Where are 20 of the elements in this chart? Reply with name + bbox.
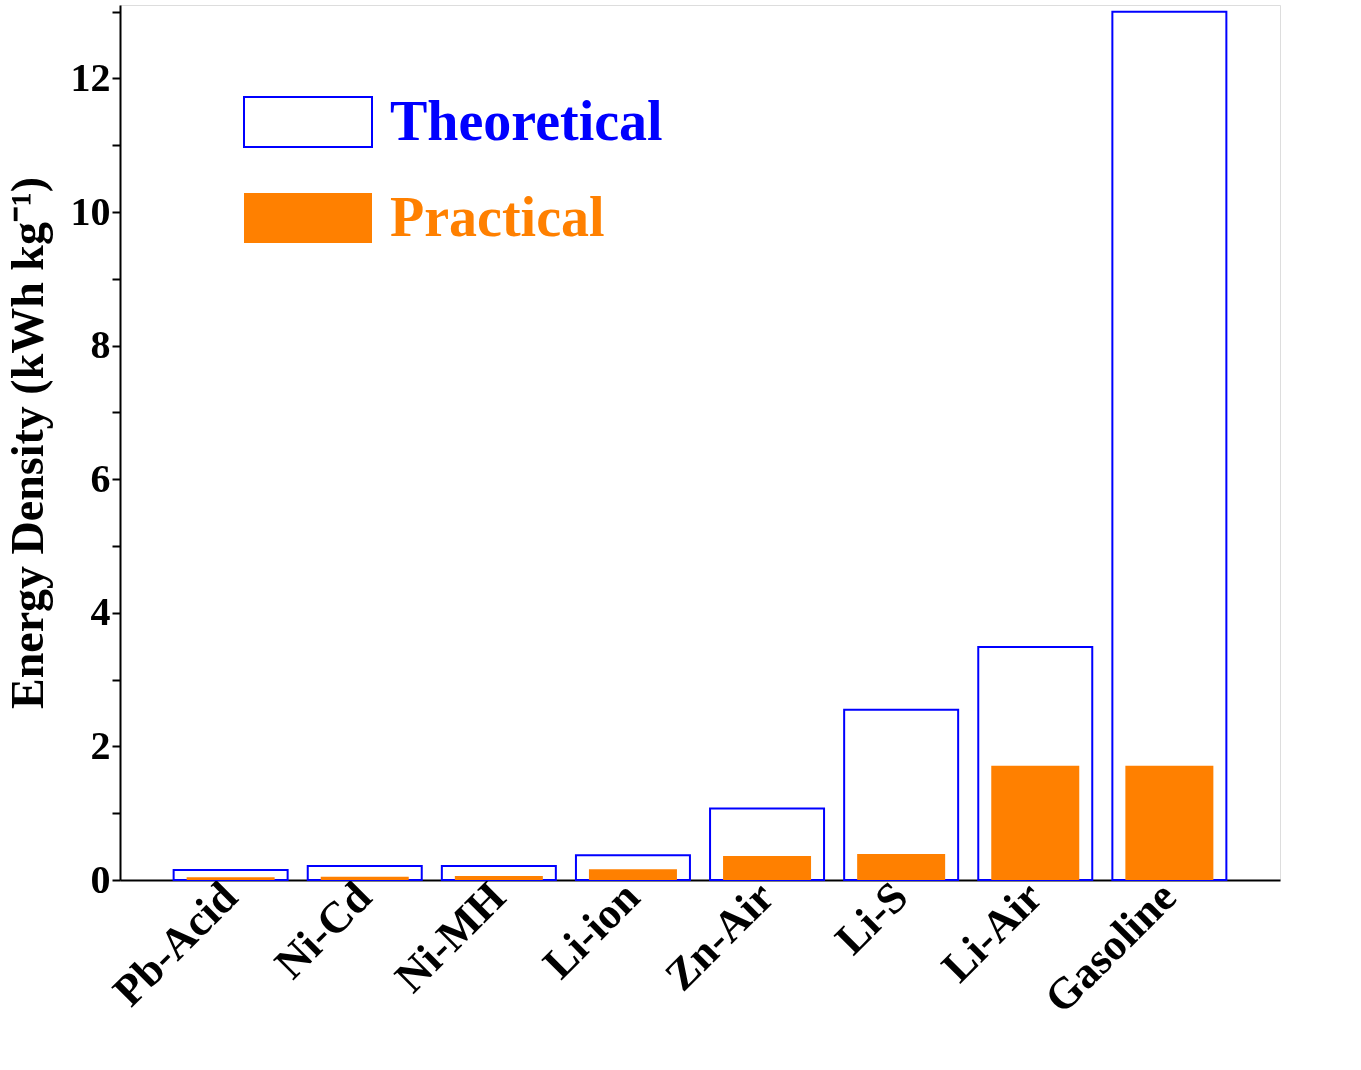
y-tick-label: 2 — [90, 722, 111, 768]
bar — [320, 876, 409, 880]
y-tick-label: 0 — [90, 856, 111, 902]
bar — [723, 855, 812, 880]
bar — [1111, 10, 1228, 881]
y-tick-label: 10 — [70, 188, 111, 234]
y-tick-label: 8 — [90, 322, 111, 368]
bar — [186, 877, 275, 880]
x-tick-label: Li-S — [825, 872, 918, 964]
legend-label: Practical — [390, 186, 605, 248]
bar — [991, 765, 1080, 880]
y-tick-label: 12 — [70, 54, 111, 100]
y-axis-title: Energy Density (kWh kg⁻¹) — [1, 177, 53, 709]
bar — [454, 875, 543, 880]
bar — [588, 869, 677, 880]
bar — [1125, 765, 1214, 880]
legend-label: Theoretical — [390, 90, 663, 152]
y-tick-label: 4 — [90, 589, 111, 635]
bar — [857, 853, 946, 880]
y-tick-label: 6 — [90, 455, 111, 501]
